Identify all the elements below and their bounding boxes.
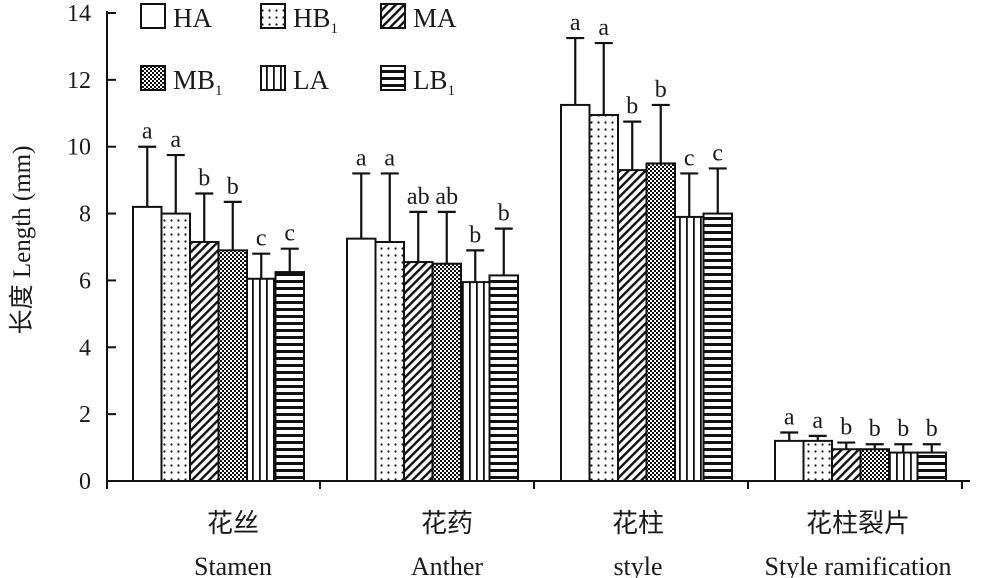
significance-label: a	[598, 15, 609, 41]
bar-hb1-1	[160, 212, 191, 482]
y-tick-label: 4	[79, 335, 91, 361]
bar-ma-3	[617, 169, 648, 482]
bar-ma-2	[403, 261, 434, 482]
bar-hb1-3	[588, 113, 619, 482]
significance-label: b	[626, 94, 638, 120]
legend-label-la: LA	[293, 65, 329, 95]
legend-swatch-hb1	[260, 3, 286, 29]
legend-label-mb1: MB1	[173, 65, 223, 99]
bar-hb1-2	[374, 240, 405, 482]
y-tick-label: 8	[79, 202, 91, 228]
legend-label-hb1: HB1	[293, 3, 338, 37]
legend-swatch-mb1	[140, 65, 166, 91]
significance-label: a	[812, 408, 823, 434]
bar-lb1-1	[274, 271, 305, 483]
legend-swatch-lb1	[380, 65, 406, 91]
legend-swatch-ma	[380, 3, 406, 29]
category-label-cn: 花药	[421, 509, 473, 538]
y-tick-label: 2	[79, 402, 91, 428]
category-label-cn: 花柱	[612, 509, 664, 538]
significance-label: c	[684, 145, 695, 171]
y-tick-label: 14	[67, 1, 91, 27]
significance-label: b	[869, 416, 881, 442]
category-label-en: style	[613, 552, 662, 578]
bar-ha-3	[560, 103, 591, 483]
significance-label: a	[356, 145, 367, 171]
bar-ha-1	[132, 205, 163, 482]
category-label-en: Stamen	[194, 552, 272, 578]
category-label-en: Anther	[411, 552, 484, 578]
bar-mb1-2	[431, 262, 462, 483]
bar-ha-4	[774, 439, 805, 482]
significance-label: b	[840, 415, 852, 441]
bar-lb1-4	[916, 451, 947, 483]
y-tick-label: 0	[79, 469, 91, 495]
significance-label: b	[926, 416, 938, 442]
significance-label: b	[469, 222, 481, 248]
bar-hb1-4	[802, 439, 833, 482]
bar-la-2	[460, 281, 491, 482]
y-tick-label: 6	[79, 268, 91, 294]
legend: HA HB1 MA MB1 LA LB1	[140, 3, 457, 99]
significance-label: c	[284, 221, 295, 247]
legend-label-ha: HA	[173, 3, 212, 33]
legend-swatch-ha	[140, 3, 166, 29]
bar-lb1-2	[488, 274, 519, 482]
legend-label-ma: MA	[413, 3, 457, 33]
significance-label: a	[784, 405, 795, 431]
significance-label: a	[170, 127, 181, 153]
significance-label: b	[897, 416, 909, 442]
bar-lb1-3	[702, 212, 733, 482]
y-tick-label: 12	[67, 68, 91, 94]
significance-label: b	[198, 166, 210, 192]
category-label-cn: 花柱裂片	[806, 509, 910, 538]
bar-mb1-4	[859, 448, 890, 483]
legend-label-lb1: LB1	[413, 65, 455, 99]
category-label-cn: 花丝	[207, 509, 259, 538]
significance-label: a	[570, 10, 581, 36]
bar-ma-1	[189, 240, 220, 482]
category-label-en: Style ramification	[764, 552, 951, 578]
category-labels-layer: 花丝 Stamen 花药 Anther 花柱 style 花柱裂片 Style ramific…	[194, 509, 952, 578]
legend-swatch-la	[260, 65, 286, 91]
bar-la-4	[888, 451, 919, 483]
significance-label: b	[655, 77, 667, 103]
significance-label: b	[498, 201, 510, 227]
bar-ha-2	[346, 237, 377, 482]
y-tick-label: 10	[67, 135, 91, 161]
bar-la-1	[246, 277, 277, 482]
significance-label: c	[712, 140, 723, 166]
significance-label: a	[384, 145, 395, 171]
bar-ma-4	[831, 448, 862, 483]
significance-label: ab	[435, 184, 458, 210]
significance-label: b	[227, 174, 239, 200]
significance-label: ab	[407, 184, 430, 210]
bar-mb1-1	[217, 249, 248, 482]
significance-label: c	[256, 226, 267, 252]
bar-mb1-3	[645, 162, 676, 483]
error-bars-layer	[138, 36, 941, 453]
bars-layer	[132, 103, 947, 483]
y-axis-title: 长度 Length (mm)	[8, 146, 36, 335]
significance-label: a	[142, 119, 153, 145]
bar-la-3	[674, 215, 705, 483]
axes-layer: 0 2 4 6 8 10 12 14	[67, 1, 970, 495]
